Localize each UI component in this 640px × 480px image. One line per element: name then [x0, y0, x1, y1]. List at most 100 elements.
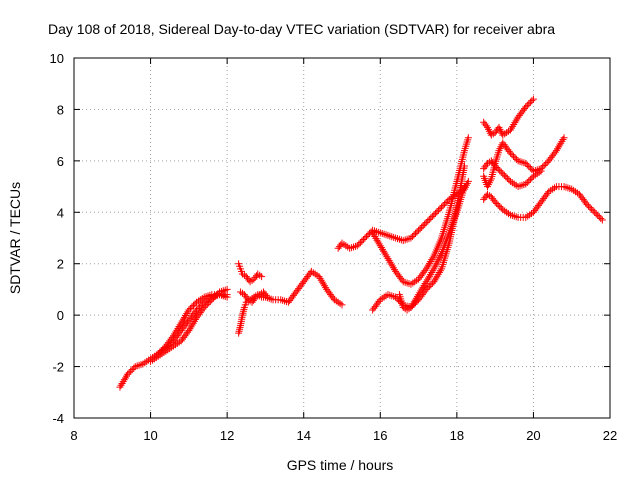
data-point	[223, 293, 231, 301]
data-point	[594, 211, 602, 219]
data-point	[408, 232, 416, 240]
data-point	[386, 232, 394, 240]
data-point	[421, 220, 429, 228]
y-tick-label: 8	[57, 102, 64, 117]
data-point	[189, 301, 197, 309]
data-point	[221, 286, 229, 294]
data-point	[493, 164, 501, 172]
data-point	[424, 217, 432, 225]
data-point	[588, 205, 596, 213]
data-point	[251, 295, 259, 303]
series-13	[480, 183, 606, 224]
y-axis: -4 -2 0 2 4 6 8 10	[50, 51, 610, 426]
data-point	[407, 234, 415, 242]
data-point	[378, 230, 386, 237]
data-point	[543, 189, 551, 197]
data-point	[526, 175, 534, 183]
data-point	[525, 100, 533, 108]
data-point	[395, 235, 403, 243]
data-point	[186, 304, 194, 312]
data-point	[279, 296, 287, 304]
y-tick-label: 4	[57, 205, 64, 220]
data-point	[497, 168, 505, 176]
data-point	[382, 231, 390, 239]
data-point	[522, 159, 530, 167]
data-point	[419, 222, 427, 230]
data-point	[196, 303, 204, 311]
data-point	[384, 231, 392, 239]
x-tick-label: 12	[220, 428, 234, 443]
data-point	[496, 167, 504, 175]
data-point	[427, 281, 435, 289]
data-point	[243, 294, 251, 302]
data-point	[188, 303, 196, 311]
data-point	[217, 291, 225, 299]
data-point	[525, 177, 533, 185]
data-point	[516, 182, 524, 190]
data-point	[491, 162, 499, 170]
data-point	[506, 149, 514, 157]
data-point	[162, 345, 170, 353]
data-point	[523, 161, 531, 169]
data-point	[427, 214, 435, 222]
x-axis-label: GPS time / hours	[287, 457, 394, 473]
data-point	[583, 201, 591, 209]
data-point	[329, 294, 337, 302]
data-point	[380, 230, 388, 238]
x-tick-label: 14	[296, 428, 310, 443]
data-point	[258, 273, 266, 281]
y-tick-label: 10	[50, 51, 64, 66]
data-point	[185, 306, 193, 314]
data-point	[500, 171, 508, 179]
data-point	[355, 240, 363, 248]
data-point	[522, 103, 530, 111]
series-4	[235, 260, 266, 286]
data-point	[566, 185, 574, 192]
data-point	[238, 289, 246, 297]
data-point	[528, 97, 536, 105]
y-tick-label: 6	[57, 154, 64, 169]
data-point	[586, 204, 594, 212]
data-point	[508, 212, 516, 219]
series-9	[395, 183, 469, 314]
data-point	[348, 244, 356, 252]
data-point	[585, 202, 593, 210]
data-point	[496, 203, 504, 211]
data-point	[194, 304, 202, 312]
data-point	[597, 214, 605, 222]
y-tick-label: 2	[57, 257, 64, 272]
data-point	[399, 237, 407, 245]
data-point	[464, 134, 472, 142]
data-point	[425, 282, 433, 290]
data-point	[461, 183, 469, 191]
data-point	[410, 231, 418, 239]
data-point	[361, 234, 369, 242]
data-point	[502, 173, 510, 181]
data-point	[376, 229, 384, 237]
data-point	[412, 229, 420, 237]
data-point	[438, 203, 446, 211]
data-point	[193, 306, 201, 314]
data-point	[263, 293, 271, 301]
data-point	[560, 134, 568, 142]
data-point	[422, 219, 430, 227]
series-2	[154, 291, 231, 358]
data-point	[166, 340, 174, 348]
data-point	[425, 215, 433, 223]
data-point	[434, 206, 442, 214]
series-5	[237, 288, 271, 306]
data-point	[592, 210, 600, 218]
data-point	[366, 229, 374, 237]
data-point	[356, 239, 364, 247]
data-point	[358, 237, 366, 245]
data-point	[415, 226, 423, 234]
data-point	[503, 174, 511, 182]
data-point	[413, 228, 421, 236]
data-point	[433, 208, 441, 216]
data-point	[416, 225, 424, 233]
chart-title: Day 108 of 2018, Sidereal Day-to-day VTE…	[48, 21, 555, 37]
data-point	[223, 285, 231, 293]
data-point	[221, 293, 229, 300]
data-point	[508, 151, 516, 159]
data-point	[539, 163, 547, 171]
